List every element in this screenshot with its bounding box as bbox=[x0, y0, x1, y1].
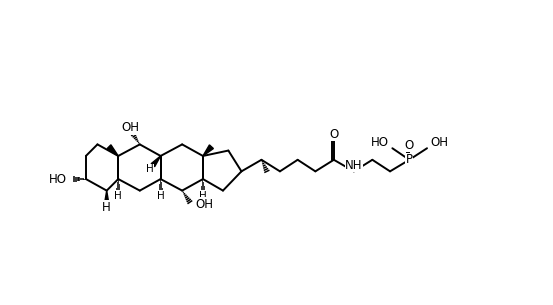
Text: HO: HO bbox=[371, 136, 389, 149]
Text: P: P bbox=[406, 153, 413, 166]
Text: H: H bbox=[199, 191, 207, 201]
Text: NH: NH bbox=[345, 159, 363, 172]
Polygon shape bbox=[107, 145, 118, 156]
Text: O: O bbox=[405, 139, 414, 152]
Text: H: H bbox=[146, 164, 154, 174]
Text: H: H bbox=[156, 191, 164, 201]
Text: H: H bbox=[114, 191, 122, 201]
Text: H: H bbox=[102, 201, 111, 214]
Text: OH: OH bbox=[122, 121, 139, 134]
Text: O: O bbox=[329, 128, 338, 141]
Polygon shape bbox=[203, 145, 213, 156]
Text: HO: HO bbox=[49, 173, 67, 185]
Polygon shape bbox=[105, 191, 108, 202]
Text: OH: OH bbox=[431, 136, 449, 149]
Text: OH: OH bbox=[195, 198, 213, 211]
Polygon shape bbox=[151, 156, 160, 167]
